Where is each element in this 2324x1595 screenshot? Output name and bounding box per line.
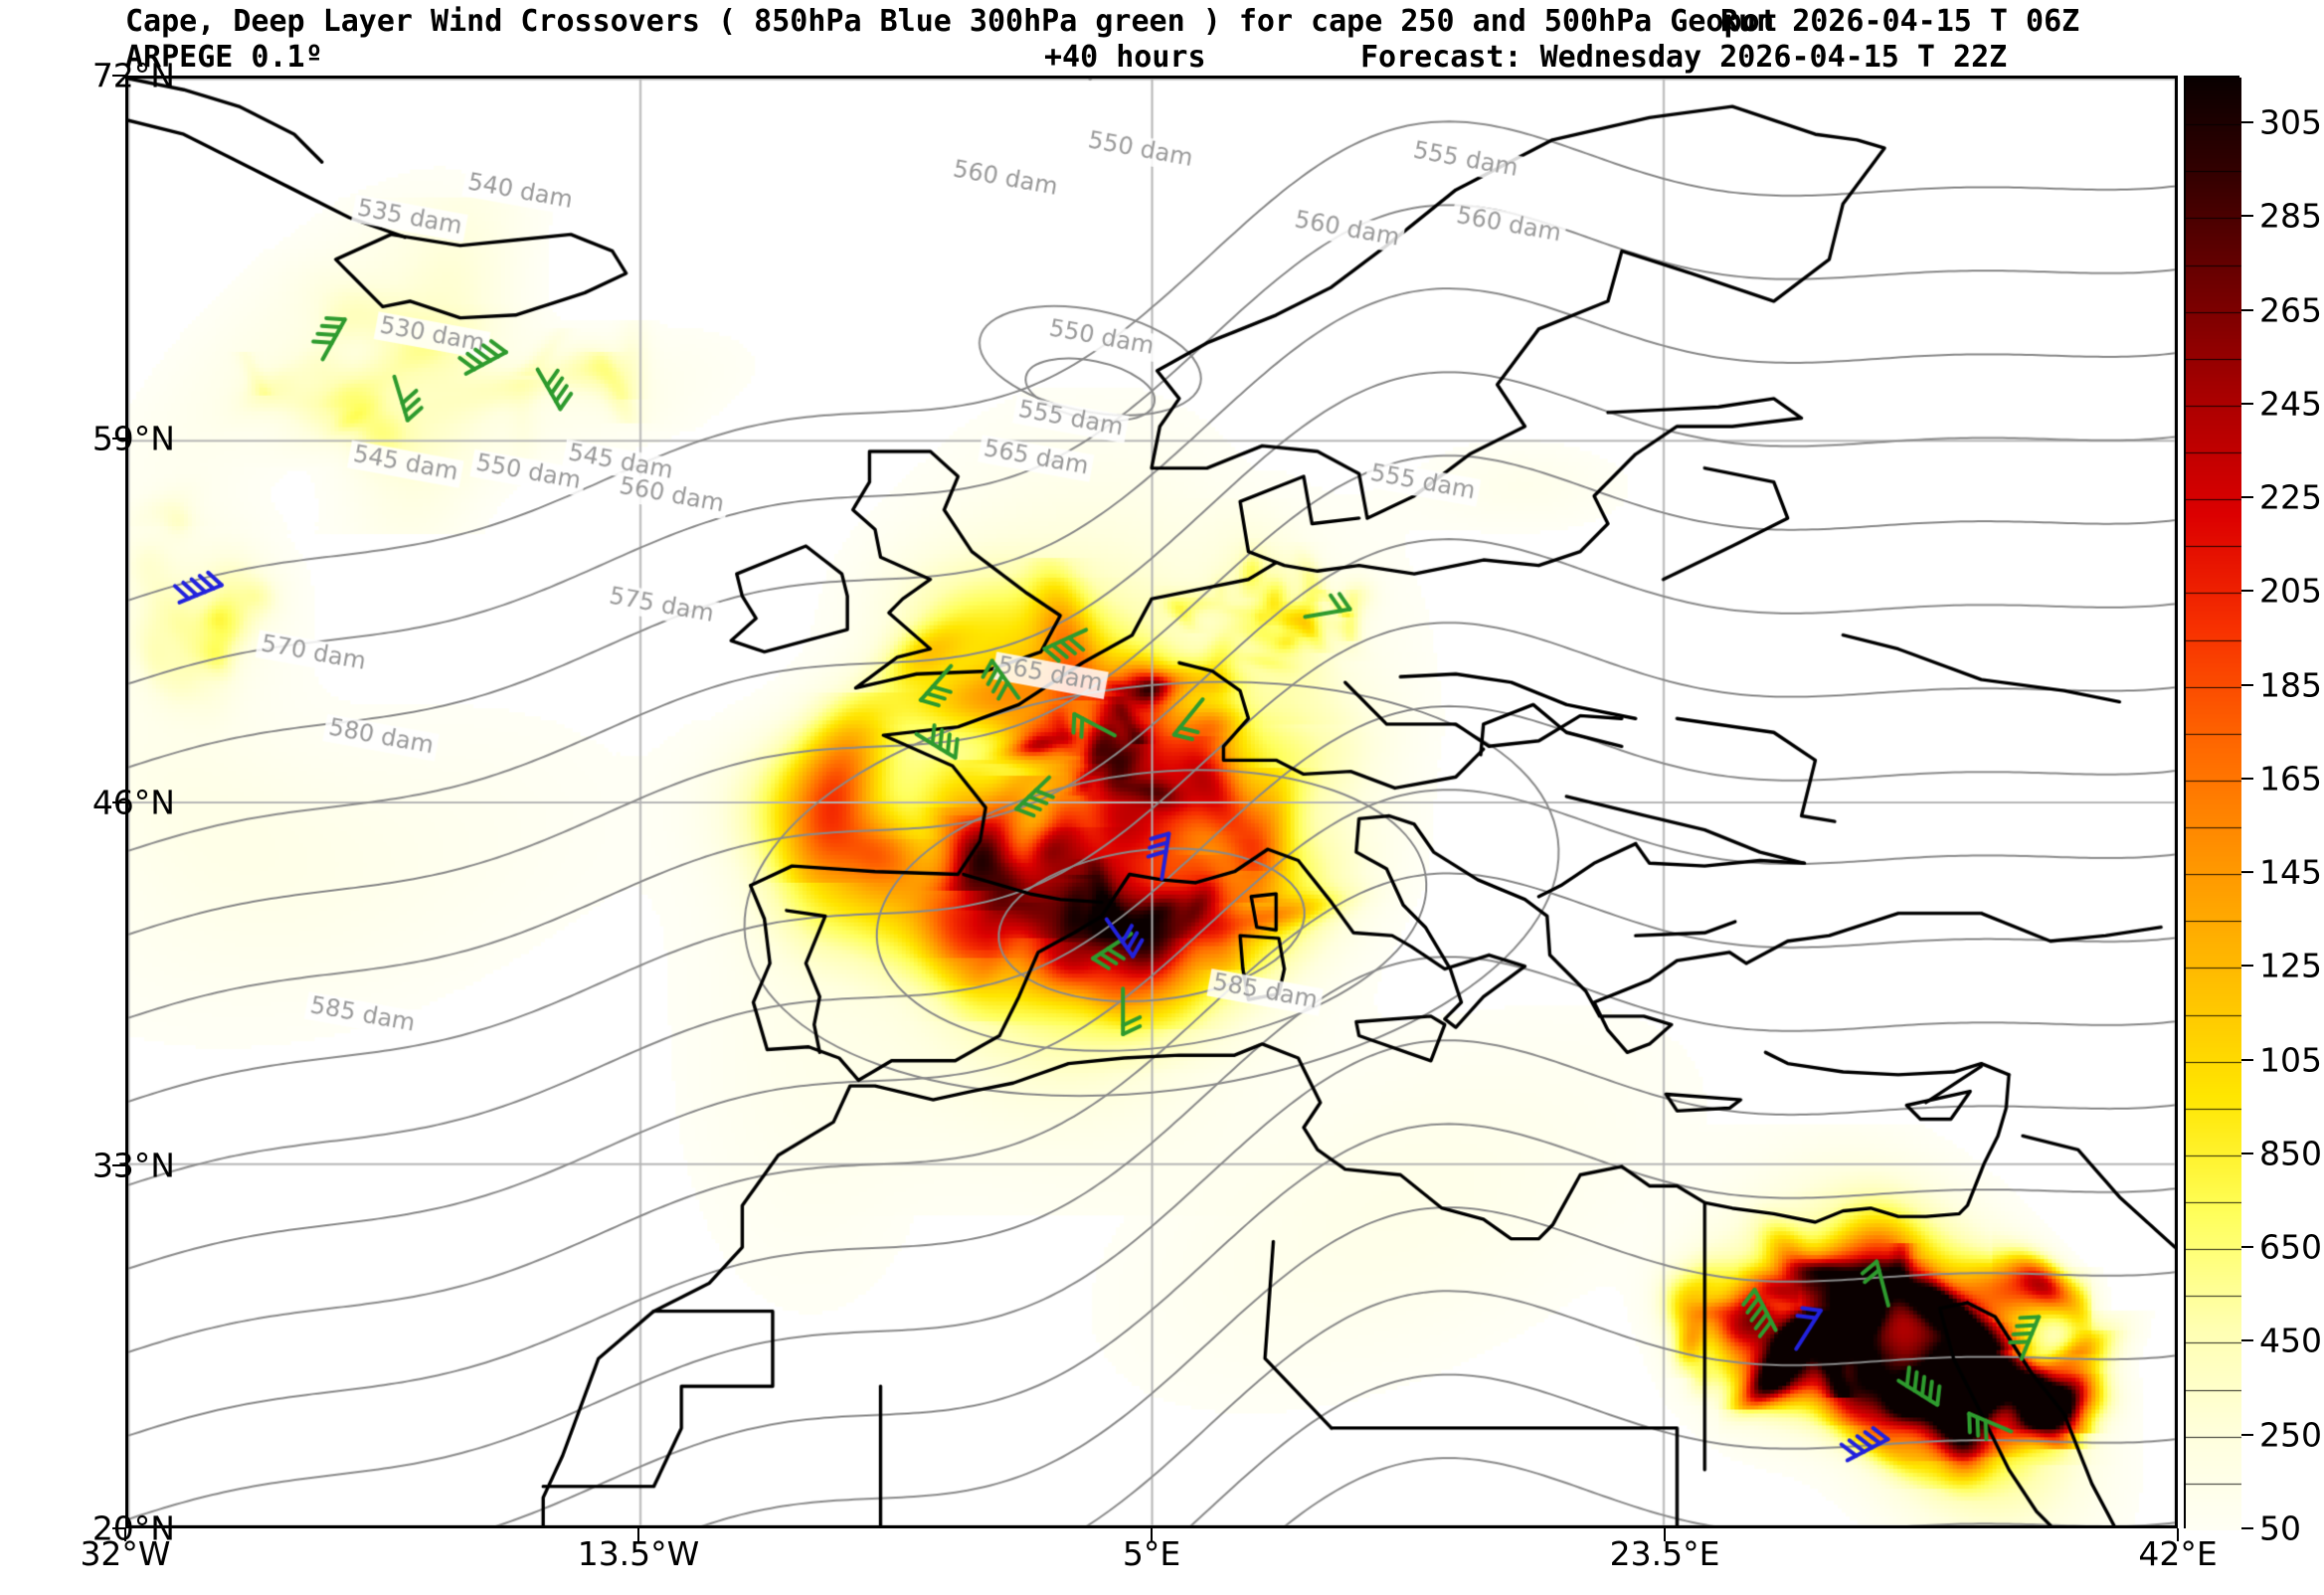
x-axis-tick-mark: [1151, 1528, 1153, 1541]
colorbar-tick-mark: [2241, 1339, 2253, 1342]
y-axis-tick-label: 20°N: [91, 1508, 175, 1548]
colorbar-tick-label: 3050: [2259, 102, 2324, 142]
colorbar-tick-label: 650: [2259, 1227, 2322, 1267]
y-axis-tick-mark: [112, 75, 125, 77]
colorbar-tick-mark: [2241, 1246, 2253, 1249]
y-axis-tick-label: 59°N: [91, 419, 175, 458]
cape-colorbar: [2184, 76, 2241, 1530]
colorbar-tick-mark: [2241, 1152, 2253, 1154]
colorbar-tick-label: 2650: [2259, 290, 2324, 330]
colorbar-tick-label: 850: [2259, 1134, 2322, 1173]
x-axis-tick-mark: [2177, 1528, 2179, 1541]
colorbar-tick-mark: [2241, 777, 2253, 780]
colorbar-tick-mark: [2241, 1058, 2253, 1061]
x-axis-tick-mark: [637, 1528, 639, 1541]
y-axis-tick-mark: [112, 1527, 125, 1529]
y-axis-tick-mark: [112, 1163, 125, 1166]
y-axis-tick-label: 33°N: [91, 1146, 175, 1185]
colorbar-tick-label: 50: [2259, 1508, 2301, 1548]
x-axis-tick-mark: [1664, 1528, 1666, 1541]
colorbar-tick-mark: [2241, 308, 2253, 311]
chart-title-lead-time: +40 hours: [1044, 40, 1206, 75]
colorbar-tick-label: 2450: [2259, 384, 2324, 424]
colorbar-tick-label: 2250: [2259, 477, 2324, 517]
chart-title-model-name: ARPEGE 0.1º: [125, 40, 323, 75]
chart-title-block: Cape, Deep Layer Wind Crossovers ( 850hP…: [0, 0, 2324, 82]
colorbar-tick-label: 1050: [2259, 1040, 2324, 1080]
cape-geopotential-map: [128, 79, 2175, 1525]
x-axis-tick-mark: [124, 1528, 126, 1541]
colorbar-tick-label: 1450: [2259, 852, 2324, 892]
colorbar-tick-label: 1250: [2259, 946, 2324, 985]
colorbar-tick-label: 1850: [2259, 665, 2324, 705]
map-plot-area: [125, 76, 2178, 1528]
y-axis-tick-mark: [112, 438, 125, 441]
colorbar-gradient: [2186, 78, 2241, 1530]
colorbar-tick-mark: [2241, 121, 2253, 124]
colorbar-tick-mark: [2241, 215, 2253, 218]
colorbar-tick-mark: [2241, 871, 2253, 874]
colorbar-tick-mark: [2241, 1527, 2253, 1529]
y-axis-tick-mark: [112, 800, 125, 803]
y-axis-tick-label: 72°N: [91, 56, 175, 95]
colorbar-tick-label: 2050: [2259, 571, 2324, 611]
colorbar-tick-mark: [2241, 965, 2253, 968]
y-axis-tick-label: 46°N: [91, 783, 175, 821]
colorbar-tick-mark: [2241, 496, 2253, 499]
colorbar-tick-label: 1650: [2259, 759, 2324, 798]
colorbar-tick-mark: [2241, 590, 2253, 593]
colorbar-tick-label: 250: [2259, 1415, 2322, 1455]
chart-title-main: Cape, Deep Layer Wind Crossovers ( 850hP…: [125, 4, 1778, 39]
chart-title-model-run: Run 2026-04-15 T 06Z: [1720, 4, 2080, 39]
colorbar-tick-mark: [2241, 1433, 2253, 1436]
colorbar-tick-label: 2850: [2259, 196, 2324, 236]
colorbar-tick-label: 450: [2259, 1321, 2322, 1360]
colorbar-tick-mark: [2241, 402, 2253, 405]
colorbar-tick-mark: [2241, 683, 2253, 686]
chart-title-valid-time: Forecast: Wednesday 2026-04-15 T 22Z: [1360, 40, 2008, 75]
